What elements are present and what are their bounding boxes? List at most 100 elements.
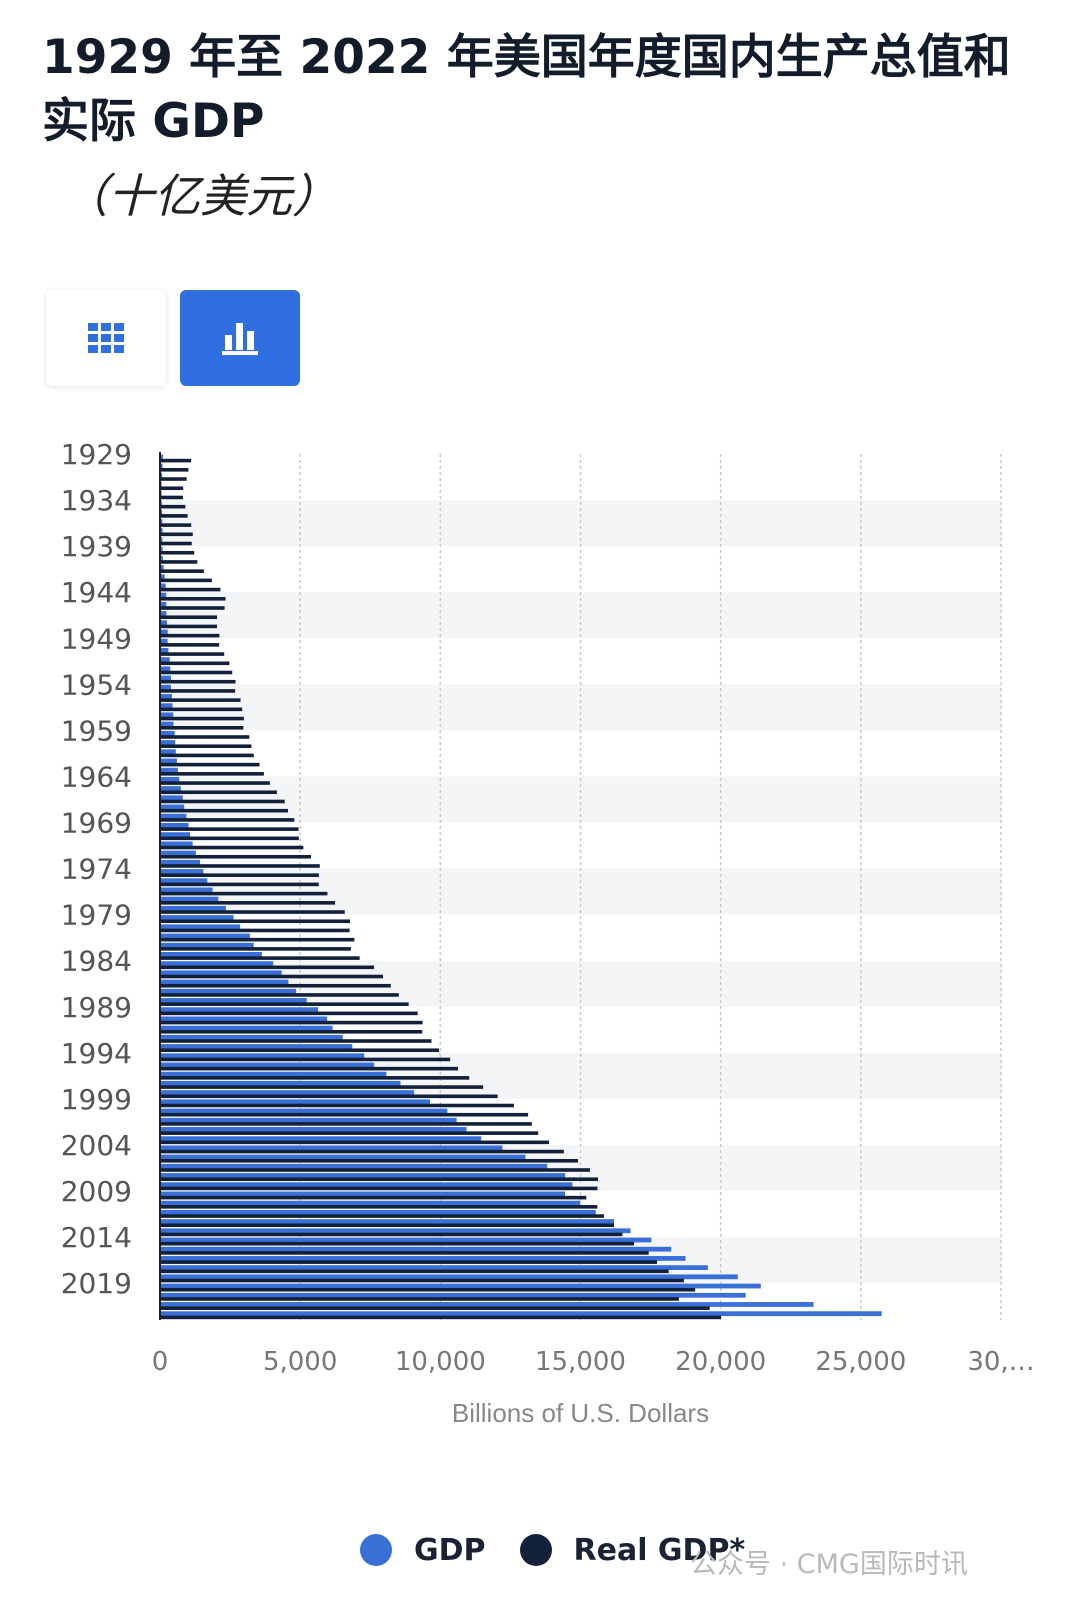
bar-real-gdp-1943: [160, 587, 221, 592]
legend-item-real-gdp[interactable]: Real GDP*: [519, 1533, 745, 1568]
legend-swatch-real-gdp: [519, 1534, 552, 1566]
bar-gdp-2009: [160, 1191, 566, 1197]
legend-item-gdp[interactable]: GDP: [360, 1533, 486, 1568]
bar-real-gdp-1938: [160, 541, 192, 546]
y-tick-label: 1974: [61, 853, 132, 886]
bar-real-gdp-1994: [160, 1057, 451, 1062]
bar-real-gdp-2019: [160, 1287, 696, 1292]
bar-gdp-2015: [160, 1246, 672, 1252]
bar-gdp-1941: [160, 565, 164, 570]
legend-swatch-gdp: [360, 1534, 392, 1566]
bar-gdp-2010: [160, 1200, 581, 1206]
bar-real-gdp-1950: [160, 652, 225, 656]
bar-real-gdp-1991: [160, 1030, 423, 1034]
bar-real-gdp-2022: [160, 1315, 722, 1320]
bar-real-gdp-2004: [160, 1149, 564, 1154]
y-tick-label: 2004: [61, 1129, 132, 1162]
x-tick-label: 25,000: [815, 1347, 906, 1377]
y-tick-label: 1929: [61, 440, 132, 471]
bar-real-gdp-2020: [160, 1297, 679, 1301]
bar-gdp-1999: [160, 1099, 430, 1105]
bar-real-gdp-1935: [160, 514, 188, 518]
bar-real-gdp-1966: [160, 799, 285, 804]
bar-gdp-1952: [160, 666, 171, 672]
bar-real-gdp-1962: [160, 762, 260, 767]
bar-gdp-1949: [160, 638, 168, 644]
bar-gdp-2019: [160, 1283, 761, 1289]
bar-real-gdp-2018: [160, 1278, 684, 1283]
bar-real-gdp-1946: [160, 615, 218, 620]
bar-real-gdp-2003: [160, 1140, 550, 1145]
y-tick-label: 2014: [61, 1221, 132, 1254]
bar-real-gdp-2013: [160, 1232, 623, 1237]
page-subtitle: （十亿美元）: [62, 169, 338, 223]
x-axis-title: Billions of U.S. Dollars: [452, 1398, 709, 1428]
bar-gdp-2008: [160, 1182, 573, 1188]
bar-gdp-2012: [160, 1219, 615, 1224]
bar-real-gdp-1977: [160, 901, 336, 905]
bar-real-gdp-2016: [160, 1260, 658, 1264]
bar-gdp-1954: [160, 684, 171, 690]
bar-gdp-1976: [160, 887, 213, 893]
bar-gdp-2013: [160, 1228, 631, 1234]
bar-real-gdp-1932: [160, 486, 184, 491]
bar-gdp-1942: [160, 574, 165, 580]
bar-real-gdp-1930: [160, 468, 189, 472]
bar-real-gdp-1996: [160, 1076, 470, 1080]
bar-real-gdp-1983: [160, 956, 360, 960]
bar-real-gdp-1963: [160, 772, 264, 776]
bar-gdp-1931: [160, 472, 163, 478]
legend-label-gdp: GDP: [414, 1532, 486, 1568]
bar-real-gdp-1955: [160, 698, 241, 702]
bar-real-gdp-1944: [160, 597, 226, 601]
bar-gdp-1993: [160, 1044, 353, 1049]
bar-gdp-1997: [160, 1080, 401, 1086]
bar-real-gdp-1992: [160, 1039, 432, 1043]
bar-gdp-1965: [160, 786, 181, 791]
bar-chart-icon: [222, 323, 258, 355]
bar-real-gdp-1985: [160, 974, 384, 979]
bar-gdp-1968: [160, 813, 187, 819]
bar-gdp-1935: [160, 509, 163, 515]
bar-real-gdp-1949: [160, 643, 220, 647]
bar-real-gdp-1986: [160, 983, 391, 988]
bar-real-gdp-1997: [160, 1085, 484, 1089]
bar-real-gdp-1951: [160, 661, 230, 666]
bar-gdp-1990: [160, 1016, 328, 1022]
bar-real-gdp-2009: [160, 1195, 587, 1200]
bar-gdp-1984: [160, 961, 274, 966]
bar-gdp-1966: [160, 795, 183, 801]
bar-gdp-2000: [160, 1108, 448, 1114]
bar-gdp-1937: [160, 528, 163, 533]
y-tick-label: 1979: [61, 899, 132, 932]
bar-gdp-1955: [160, 694, 172, 699]
chart-view-button[interactable]: [180, 290, 300, 386]
table-view-button[interactable]: [46, 290, 166, 386]
page-title: 1929 年至 2022 年美国年度国内生产总值和实际 GDP: [42, 30, 1011, 149]
bar-chart: 1929 1934 1939 1944 1949 1954 1959 1964 1969 1974…: [61, 440, 1035, 1428]
bar-real-gdp-1974: [160, 873, 319, 877]
bar-gdp-1971: [160, 841, 193, 847]
bar-real-gdp-1939: [160, 550, 195, 555]
bar-gdp-1939: [160, 546, 163, 552]
bar-gdp-1987: [160, 988, 297, 994]
bar-gdp-1981: [160, 933, 250, 939]
bar-gdp-1940: [160, 555, 163, 561]
bar-gdp-1988: [160, 998, 307, 1003]
bar-gdp-1964: [160, 776, 180, 782]
bar-gdp-1960: [160, 740, 176, 745]
bar-real-gdp-1980: [160, 928, 350, 933]
bar-gdp-1970: [160, 832, 191, 838]
bar-real-gdp-1964: [160, 781, 270, 785]
bar-gdp-2016: [160, 1256, 686, 1261]
bar-gdp-1936: [160, 518, 163, 524]
bar-real-gdp-1948: [160, 633, 220, 638]
x-tick-label: 20,000: [675, 1347, 766, 1377]
bar-real-gdp-1981: [160, 937, 355, 942]
bar-real-gdp-1947: [160, 624, 218, 629]
bar-real-gdp-1956: [160, 707, 243, 712]
bar-gdp-1963: [160, 767, 178, 773]
bar-real-gdp-1969: [160, 827, 299, 831]
bar-real-gdp-2007: [160, 1177, 599, 1182]
bar-gdp-2011: [160, 1209, 596, 1215]
